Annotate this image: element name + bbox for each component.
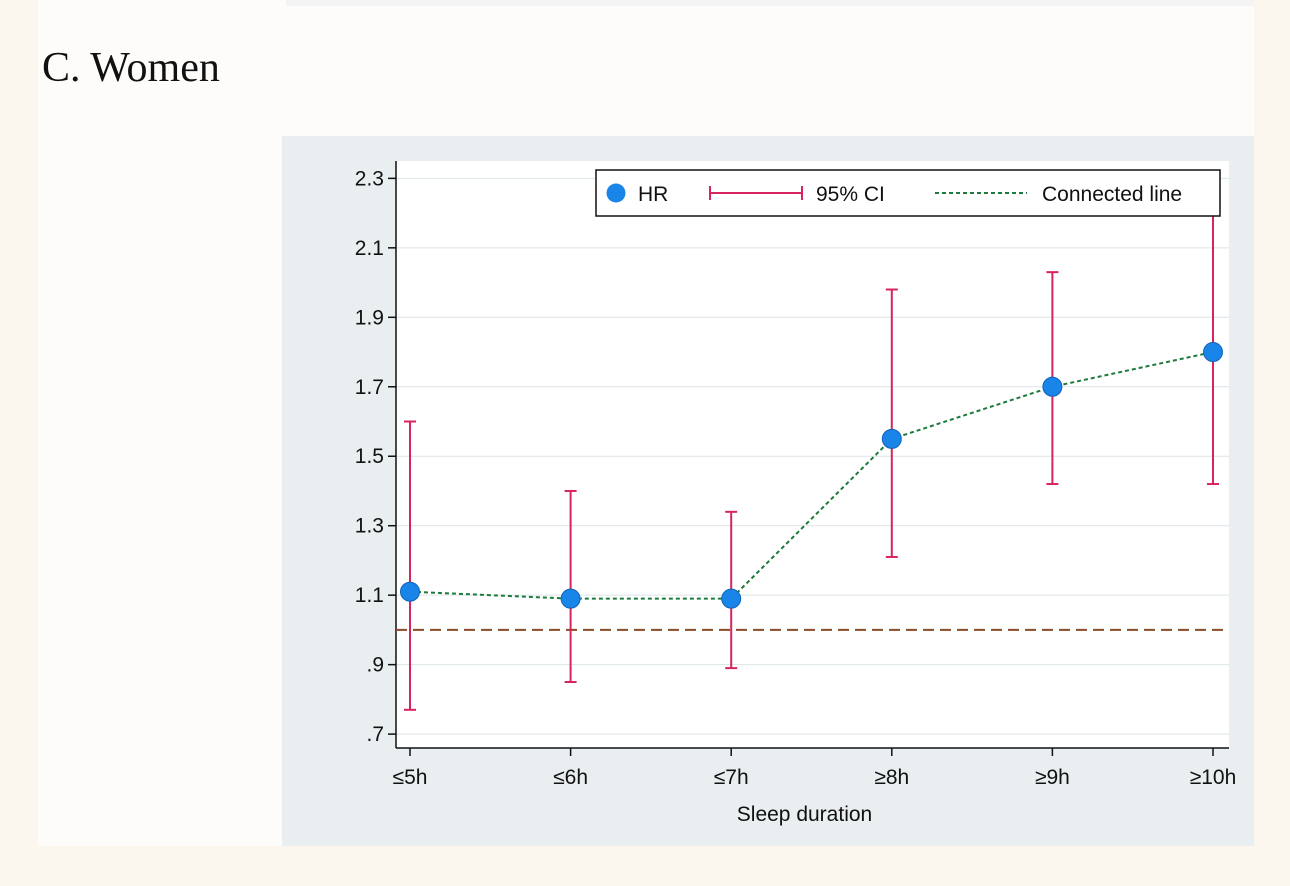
x-tick-label: ≤6h (553, 766, 588, 789)
legend-connected-label: Connected line (1042, 183, 1182, 206)
connected-line (409, 351, 1214, 600)
hr-point (560, 588, 581, 609)
hr-point (1042, 376, 1063, 397)
y-tick-label: 2.3 (355, 167, 384, 190)
legend-ci-label: 95% CI (816, 183, 885, 206)
ci-bar (885, 288, 898, 558)
ci-bar (404, 420, 416, 711)
y-tick-label: 1.1 (355, 584, 384, 607)
card-top-divider (286, 0, 1254, 6)
x-tick-label: ≥10h (1190, 766, 1237, 789)
y-tick-label: 1.3 (355, 515, 384, 538)
ci-bar (564, 489, 577, 684)
plot-area (396, 161, 1229, 748)
plot-region (396, 161, 1229, 748)
x-tick-label: ≥8h (874, 766, 909, 789)
axes: .7 .9 1.1 1.3 1.5 1.7 1.9 2.1 2.3 ≤5h ≤6h ≤7h ≥8h ≥9h… (355, 161, 1236, 789)
hr-points (400, 342, 1223, 609)
legend: HR 95% CI Connected line (595, 169, 1221, 217)
x-tick-label: ≤7h (714, 766, 749, 789)
y-tick-label: .7 (366, 723, 384, 746)
axis-labels: Sleep duration (737, 803, 872, 826)
hr-point (881, 428, 902, 449)
y-tick-label: .9 (366, 654, 384, 677)
y-tick-label: 1.5 (355, 445, 384, 468)
x-tick-label: ≥9h (1035, 766, 1070, 789)
y-tick-label: 2.1 (355, 237, 384, 260)
x-tick-label: ≤5h (393, 766, 428, 789)
legend-box (595, 169, 1221, 217)
hr-point (721, 588, 742, 609)
hr-point (1203, 342, 1223, 363)
legend-hr-label: HR (638, 183, 668, 206)
panel-title: C. Women (42, 45, 220, 91)
y-tick-label: 1.9 (355, 306, 384, 329)
x-axis-label: Sleep duration (737, 803, 872, 826)
connected-line-layer (409, 351, 1214, 600)
y-tick-label: 1.7 (355, 376, 384, 399)
legend-hr-marker (606, 183, 626, 203)
hr-point (400, 581, 420, 602)
